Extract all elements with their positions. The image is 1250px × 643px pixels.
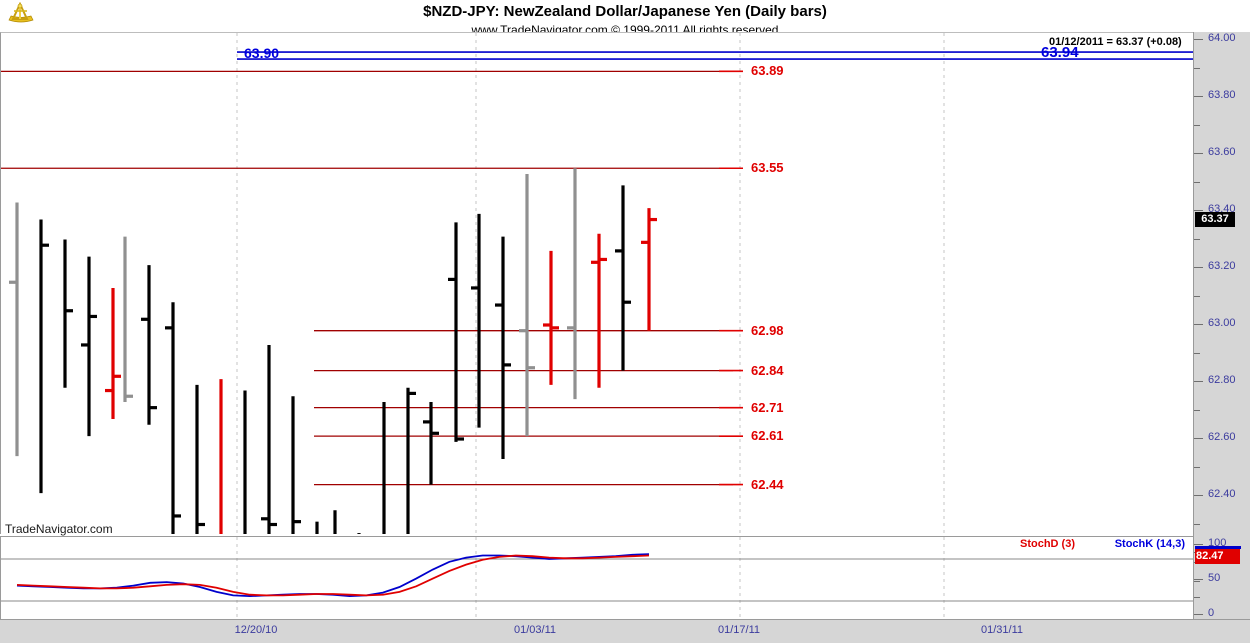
ohlc-bar (63, 239, 73, 388)
price-tick-mark-minor (1194, 409, 1200, 411)
price-tick-mark (1194, 324, 1203, 325)
resistance-label-right[interactable]: 63.94 (1041, 44, 1079, 62)
stochastic-tick-mark (1194, 544, 1203, 545)
sextant-logo-icon (4, 2, 38, 24)
ohlc-bar (9, 202, 19, 457)
price-level-label[interactable]: 62.44 (751, 476, 784, 492)
ohlc-bar (543, 250, 559, 385)
price-tick-label: 63.00 (1208, 317, 1236, 329)
ohlc-bar (261, 344, 277, 534)
price-tick-label: 63.20 (1208, 260, 1236, 272)
ohlc-bar (123, 236, 133, 402)
price-tick-mark (1194, 381, 1203, 382)
ohlc-bar (423, 401, 439, 485)
stochastic-plot-svg (1, 537, 1193, 619)
date-axis[interactable]: 12/20/10 01/03/11 01/17/11 01/31/11 (0, 619, 1250, 643)
price-tick-mark-minor (1194, 580, 1200, 582)
price-tick-label: 62.60 (1208, 431, 1236, 443)
ohlc-bar (471, 213, 481, 428)
ohlc-bar (406, 387, 416, 534)
stochastic-value-badge[interactable]: 82.47 (1195, 549, 1240, 565)
stochastic-tick-label: 50 (1208, 572, 1221, 584)
price-level-label[interactable]: 63.55 (751, 160, 784, 176)
ohlc-bar (495, 236, 511, 459)
ohlc-bar (219, 379, 223, 534)
watermark-text: TradeNavigator.com (5, 522, 113, 536)
ohlc-bar (567, 168, 577, 400)
ohlc-bar (291, 396, 301, 534)
stochastic-pane[interactable]: StochD (3) StochK (14,3) (0, 536, 1193, 619)
price-tick-mark (1194, 267, 1203, 268)
ohlc-bar (315, 521, 319, 534)
ohlc-bar (591, 233, 607, 388)
ohlc-bar (81, 256, 97, 437)
price-tick-mark-minor (1194, 352, 1200, 354)
price-tick-mark (1194, 438, 1203, 439)
price-chart-pane[interactable]: TradeNavigator.com 63.89 63.55 62.98 62.84 6… (0, 32, 1193, 569)
ohlc-bar (141, 265, 157, 425)
price-tick-mark (1194, 495, 1203, 496)
ohlc-bar (615, 185, 631, 371)
price-level-label[interactable]: 62.84 (751, 362, 784, 378)
chart-header: $NZD-JPY: NewZealand Dollar/Japanese Yen… (0, 0, 1250, 37)
legend-stoch-k[interactable]: StochK (14,3) (1114, 538, 1185, 550)
ohlc-bar (519, 173, 535, 437)
ohlc-bar (39, 219, 49, 494)
legend-stoch-d[interactable]: StochD (3) (1020, 538, 1075, 550)
resistance-label-left[interactable]: 63.90 (244, 45, 280, 62)
date-tick-label: 01/31/11 (980, 624, 1024, 636)
price-tick-mark-minor (1194, 466, 1200, 468)
price-level-label[interactable]: 62.71 (751, 399, 784, 415)
price-level-label[interactable]: 62.98 (751, 322, 784, 338)
date-tick-label: 01/03/11 (513, 624, 557, 636)
ohlc-bar (382, 401, 386, 534)
chart-title: $NZD-JPY: NewZealand Dollar/Japanese Yen… (423, 3, 827, 20)
stochastic-top-bar (1195, 546, 1241, 549)
price-plot-svg (1, 33, 1193, 534)
stochastic-line (16, 553, 650, 598)
price-tick-label: 64.00 (1208, 32, 1236, 44)
price-tick-mark (1194, 96, 1203, 97)
price-tick-mark-minor (1194, 67, 1200, 69)
price-level-label[interactable]: 63.89 (751, 63, 784, 79)
price-tick-label: 63.80 (1208, 89, 1236, 101)
price-tick-mark-minor (1194, 181, 1200, 183)
stochastic-tick-mark (1194, 579, 1203, 580)
price-tick-mark-minor (1194, 238, 1200, 240)
last-price-badge[interactable]: 63.37 (1195, 211, 1235, 227)
price-level-label[interactable]: 62.61 (751, 428, 784, 444)
date-tick-label: 12/20/10 (234, 624, 278, 636)
price-tick-mark (1194, 210, 1203, 211)
ohlc-bar (243, 390, 247, 534)
stochastic-line (16, 554, 650, 597)
ohlc-bar (641, 208, 657, 331)
ohlc-bar (448, 222, 464, 442)
stochastic-tick-mark (1194, 614, 1203, 615)
date-tick-label: 01/17/11 (717, 624, 761, 636)
price-tick-label: 63.60 (1208, 146, 1236, 158)
stochastic-tick-mark-minor (1194, 596, 1200, 598)
price-tick-mark-minor (1194, 295, 1200, 297)
price-tick-mark-minor (1194, 124, 1200, 126)
ohlc-bar (165, 302, 181, 534)
price-tick-mark (1194, 153, 1203, 154)
ohlc-bar (105, 287, 121, 420)
ohlc-bar (195, 384, 205, 534)
quote-readout: 01/12/2011 = 63.37 (+0.08) (1049, 36, 1182, 48)
price-tick-label: 62.80 (1208, 374, 1236, 386)
price-tick-mark (1194, 39, 1203, 40)
price-tick-mark-minor (1194, 523, 1200, 525)
price-tick-label: 62.40 (1208, 488, 1236, 500)
price-axis[interactable]: 64.00 63.80 63.60 63.40 63.20 63.00 62.80 62.60… (1193, 32, 1250, 633)
stochastic-tick-label: 0 (1208, 607, 1215, 619)
